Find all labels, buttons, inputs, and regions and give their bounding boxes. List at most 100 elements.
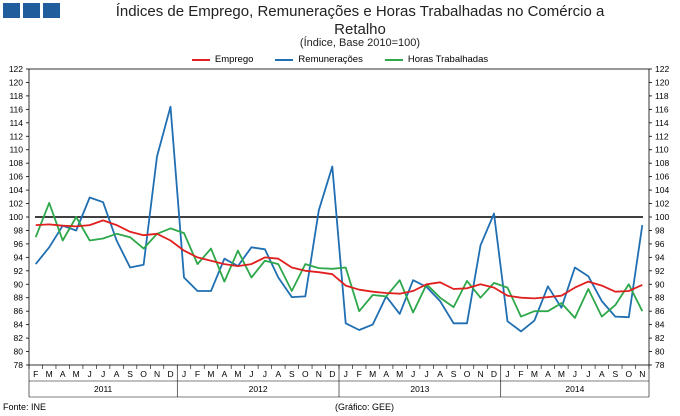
chart-title: Índices de Emprego, Remunerações e Horas… (115, 3, 605, 38)
y-tick-label-left: 114 (9, 118, 23, 128)
y-tick-label-right: 90 (655, 279, 665, 289)
x-tick-label: D (329, 369, 335, 379)
x-tick-label: O (625, 369, 632, 379)
y-tick-label-right: 84 (655, 320, 665, 330)
legend-swatch (384, 58, 403, 61)
x-tick-label: J (249, 369, 253, 379)
x-tick-label: M (234, 369, 241, 379)
y-tick-label-left: 120 (9, 77, 23, 87)
x-tick-label: J (411, 369, 415, 379)
legend-item-remuneracoes: Remunerações (275, 54, 363, 65)
x-tick-label: S (612, 369, 618, 379)
y-tick-label-right: 92 (655, 266, 665, 276)
source-note: Fonte: INE (3, 402, 47, 412)
x-tick-label: M (73, 369, 80, 379)
legend-swatch (275, 58, 294, 61)
x-tick-label: N (639, 369, 645, 379)
x-tick-label: J (586, 369, 590, 379)
y-tick-label-left: 112 (9, 131, 23, 141)
y-tick-label-right: 108 (655, 158, 669, 168)
credit-note: (Gráfico: GEE) (335, 402, 395, 412)
y-tick-label-right: 86 (655, 306, 665, 316)
y-tick-label-right: 94 (655, 252, 665, 262)
legend-label: Horas Trabalhadas (407, 54, 489, 65)
y-tick-label-right: 122 (655, 64, 669, 74)
y-tick-label-right: 118 (655, 91, 669, 101)
y-tick-label-left: 118 (9, 91, 23, 101)
y-tick-label-left: 84 (14, 320, 24, 330)
year-label: 2012 (249, 384, 268, 394)
y-tick-label-right: 112 (655, 131, 669, 141)
x-tick-label: M (46, 369, 53, 379)
y-tick-label-left: 90 (14, 279, 24, 289)
x-tick-label: A (437, 369, 443, 379)
y-tick-label-right: 78 (655, 360, 665, 370)
x-tick-label: J (344, 369, 348, 379)
x-tick-label: O (464, 369, 471, 379)
x-tick-label: M (531, 369, 538, 379)
y-tick-label-left: 110 (9, 145, 23, 155)
x-tick-label: J (505, 369, 509, 379)
year-label: 2014 (565, 384, 584, 394)
y-tick-label-right: 80 (655, 347, 665, 357)
x-tick-label: S (127, 369, 133, 379)
x-tick-label: A (383, 369, 389, 379)
y-tick-label-left: 88 (14, 293, 24, 303)
x-tick-label: M (207, 369, 214, 379)
y-tick-label-right: 116 (655, 104, 669, 114)
y-tick-label-left: 122 (9, 64, 23, 74)
y-tick-label-left: 98 (14, 225, 24, 235)
y-tick-label-left: 78 (14, 360, 24, 370)
chart-legend: Emprego Remunerações Horas Trabalhadas (0, 54, 680, 65)
x-tick-label: J (88, 369, 92, 379)
series-line-remuneraes (34, 105, 644, 333)
x-tick-label: J (573, 369, 577, 379)
y-tick-label-left: 80 (14, 347, 24, 357)
x-tick-label: J (263, 369, 267, 379)
x-tick-label: J (182, 369, 186, 379)
y-tick-label-right: 110 (655, 145, 669, 155)
x-tick-label: A (60, 369, 66, 379)
y-tick-label-right: 82 (655, 333, 665, 343)
legend-swatch (191, 58, 210, 61)
x-tick-label: N (154, 369, 160, 379)
x-tick-label: O (302, 369, 309, 379)
x-tick-label: J (424, 369, 428, 379)
x-tick-label: A (222, 369, 228, 379)
y-tick-label-right: 104 (655, 185, 669, 195)
y-tick-label-left: 104 (9, 185, 23, 195)
x-tick-label: M (558, 369, 565, 379)
series-line-horastrabalhadas (34, 201, 644, 319)
y-tick-label-left: 102 (9, 199, 23, 209)
x-tick-label: N (477, 369, 483, 379)
y-tick-label-left: 86 (14, 306, 24, 316)
logo-block (23, 3, 40, 18)
x-tick-label: F (33, 369, 38, 379)
x-tick-label: D (491, 369, 497, 379)
x-tick-label: A (545, 369, 551, 379)
year-label: 2011 (94, 384, 113, 394)
series-line-emprego (35, 219, 643, 300)
y-tick-label-left: 108 (9, 158, 23, 168)
legend-label: Remunerações (298, 54, 363, 65)
y-tick-label-right: 102 (655, 199, 669, 209)
legend-item-horas: Horas Trabalhadas (384, 54, 489, 65)
x-tick-label: N (316, 369, 322, 379)
x-tick-label: M (369, 369, 376, 379)
y-tick-label-left: 100 (9, 212, 23, 222)
y-tick-label-left: 106 (9, 172, 23, 182)
logo (3, 3, 60, 18)
legend-label: Emprego (214, 54, 254, 65)
y-tick-label-right: 100 (655, 212, 669, 222)
x-tick-label: F (195, 369, 200, 379)
y-tick-label-right: 98 (655, 225, 665, 235)
logo-block (43, 3, 60, 18)
y-tick-label-left: 82 (14, 333, 24, 343)
y-tick-label-right: 114 (655, 118, 669, 128)
y-tick-label-right: 88 (655, 293, 665, 303)
legend-item-emprego: Emprego (191, 54, 254, 65)
x-tick-label: A (276, 369, 282, 379)
x-tick-label: D (167, 369, 173, 379)
x-tick-label: M (396, 369, 403, 379)
